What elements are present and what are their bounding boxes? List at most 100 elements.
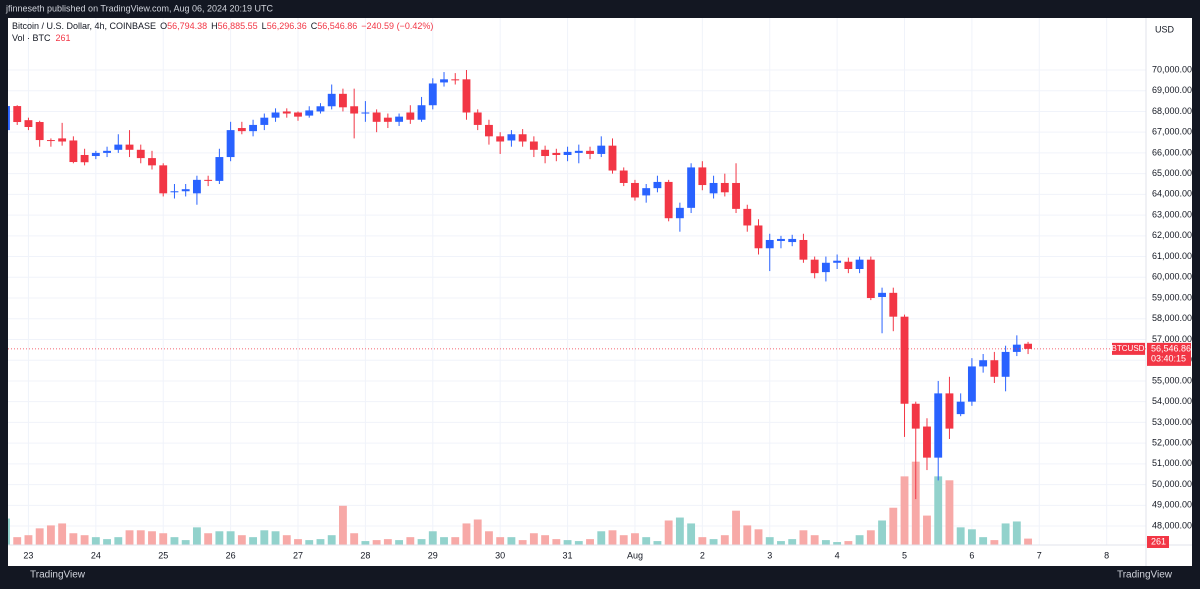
y-tick-label: 49,000.00 (1152, 500, 1192, 510)
volume-bar (664, 520, 673, 545)
volume-bar (934, 476, 943, 545)
candle-body (990, 360, 999, 377)
symbol-label: BTCUSD (1112, 344, 1145, 353)
candle-body (192, 179, 201, 194)
volume-bar (372, 540, 381, 545)
candle-body (518, 134, 527, 142)
x-tick-label: 28 (360, 550, 370, 560)
candle-body (642, 188, 651, 196)
candle-body (226, 130, 235, 158)
volume-bar (529, 533, 538, 545)
y-tick-label: 50,000.00 (1152, 479, 1192, 489)
candle-body (889, 292, 898, 317)
volume-value: 261 (56, 33, 71, 43)
x-tick-label: 6 (969, 550, 974, 560)
candle-body (327, 93, 336, 107)
candle-body (1012, 344, 1021, 352)
candle-body (485, 124, 493, 137)
volume-bar (687, 523, 696, 545)
candle-body (529, 141, 538, 150)
volume-bar (709, 539, 718, 545)
volume-bar (148, 531, 156, 545)
x-tick-label: 29 (428, 550, 438, 560)
y-tick-label: 61,000.00 (1152, 251, 1192, 261)
volume-bar (698, 537, 707, 545)
volume-bar (777, 541, 785, 545)
candle-body (271, 112, 280, 118)
candle-body (440, 79, 448, 83)
candle-body (788, 238, 797, 243)
candle-body (967, 366, 976, 402)
volume-bar (395, 540, 404, 545)
chart-title: Bitcoin / U.S. Dollar, 4h, COINBASE O56,7… (12, 21, 433, 31)
ohlc-label: C (311, 21, 318, 31)
candle-body (69, 140, 78, 163)
candle-layer (8, 69, 1032, 500)
x-tick-label: 23 (23, 550, 33, 560)
volume-bar (103, 539, 111, 545)
candle-body (35, 122, 44, 141)
candle-body (934, 393, 943, 458)
volume-bar (350, 533, 359, 545)
y-tick-label: 66,000.00 (1152, 147, 1192, 157)
candle-body (395, 116, 404, 122)
brand: TradingView (1117, 570, 1173, 581)
candle-body (698, 167, 707, 186)
ohlc-value: 56,546.86 (317, 21, 357, 31)
candle-body (911, 403, 920, 429)
volume-bar (58, 523, 67, 545)
candle-body (80, 154, 89, 163)
volume-bar (305, 540, 314, 545)
ohlc-label: O (160, 21, 167, 31)
candle-body (237, 128, 246, 132)
candle-body (91, 152, 100, 157)
candle-body (46, 140, 55, 142)
candle-body (586, 150, 594, 154)
volume-badge-label: 261 (1151, 536, 1166, 546)
volume-bar (204, 533, 213, 545)
x-tick-label: 7 (1037, 550, 1042, 560)
volume-bar (192, 527, 201, 545)
volume-bar (249, 537, 258, 545)
volume-bar (91, 537, 100, 545)
candle-body (8, 106, 10, 131)
candle-body (361, 112, 370, 114)
volume-title: Vol · BTC 261 (12, 33, 71, 43)
countdown: 03:40:15 (1151, 353, 1186, 363)
volume-bar (80, 535, 89, 545)
volume-bar (833, 542, 842, 545)
volume-bar (552, 539, 561, 545)
ohlc-value: 56,296.36 (267, 21, 307, 31)
volume-badge (1147, 536, 1169, 548)
x-tick-label: 31 (563, 550, 573, 560)
volume-bar (260, 530, 269, 545)
y-tick-label: 55,000.00 (1152, 375, 1192, 385)
ohlc-label: L (262, 21, 267, 31)
volume-bar (844, 541, 853, 545)
candle-body (956, 401, 965, 415)
volume-bar (979, 537, 988, 545)
ohlc-value: 56,794.38 (167, 21, 207, 31)
candle-body (282, 111, 291, 114)
title: Bitcoin / U.S. Dollar, 4h, COINBASE (12, 21, 156, 31)
candle-body (765, 239, 774, 249)
x-tick-label: 4 (835, 550, 840, 560)
candle-body (855, 259, 864, 269)
y-tick-label: 57,000.00 (1152, 334, 1192, 344)
candle-body (507, 134, 516, 141)
volume-bar (810, 535, 819, 545)
y-tick-label: 69,000.00 (1152, 85, 1192, 95)
candle-body (541, 149, 550, 157)
last-price-label: 56,546.86 (1151, 343, 1191, 353)
candle-body (428, 83, 437, 106)
x-tick-label: 30 (495, 550, 505, 560)
y-tick-label: 58,000.00 (1152, 313, 1192, 323)
volume-bar (642, 537, 651, 545)
volume-bar (181, 540, 190, 545)
volume-bar (485, 531, 493, 545)
candle-body (58, 138, 67, 142)
volume-bar (136, 530, 145, 545)
candle-body (810, 259, 819, 274)
candle-body (574, 150, 583, 153)
candle-body (13, 106, 22, 123)
